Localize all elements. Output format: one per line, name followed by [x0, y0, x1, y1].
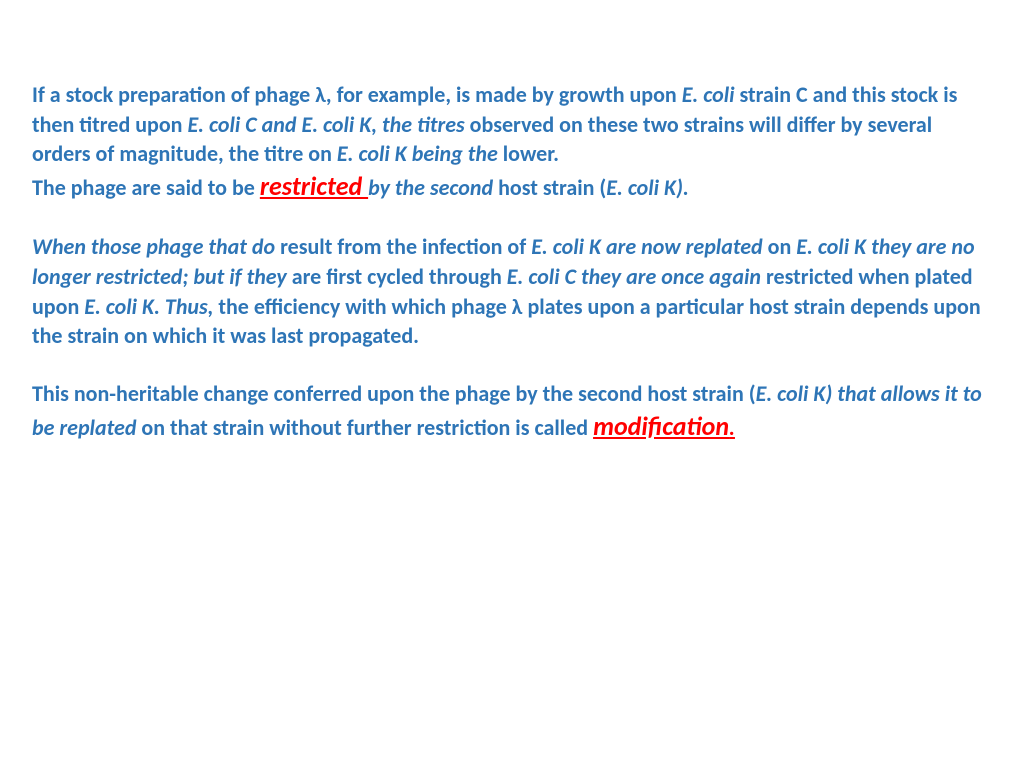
text: This non-heritable change conferred upon… [32, 380, 756, 407]
text-italic: E. coli K. Thus, [84, 293, 218, 320]
paragraph-3: When those phage that do result from the… [32, 232, 992, 351]
text: host strain ( [498, 174, 606, 201]
highlight-modification: modification [593, 410, 729, 442]
text-italic: E. coli C they are once again [507, 263, 766, 290]
text-italic: E. coli K). [606, 174, 689, 201]
text: The phage are said to be [32, 174, 260, 201]
text-italic: E. coli C and E. coli K, the titres [187, 111, 469, 138]
text-italic: E. coli K being the [337, 140, 503, 167]
text: on [768, 233, 797, 260]
text-italic: E. coli [682, 81, 740, 108]
text: on that strain without further restricti… [141, 414, 593, 441]
slide-body: If a stock preparation of phage λ, for e… [32, 80, 992, 444]
text-italic: by the second [368, 174, 498, 201]
paragraph-2: The phage are said to be restricted by t… [32, 169, 992, 204]
highlight-restricted: restricted [260, 170, 368, 202]
text: If a stock preparation of phage λ, for e… [32, 81, 682, 108]
text-italic: E. coli K are now replated [531, 233, 767, 260]
highlight-period: . [729, 414, 735, 441]
text: result from the infection of [280, 233, 531, 260]
paragraph-1: If a stock preparation of phage λ, for e… [32, 80, 992, 169]
paragraph-4: This non-heritable change conferred upon… [32, 379, 992, 444]
text: lower. [503, 140, 559, 167]
text: are first cycled through [292, 263, 507, 290]
text-italic: When those phage that do [32, 233, 280, 260]
